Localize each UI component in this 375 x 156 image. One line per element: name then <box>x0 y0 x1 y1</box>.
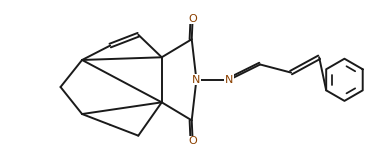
Text: N: N <box>225 75 233 85</box>
Text: O: O <box>188 136 197 146</box>
Text: O: O <box>188 14 197 24</box>
Text: N: N <box>192 75 201 85</box>
